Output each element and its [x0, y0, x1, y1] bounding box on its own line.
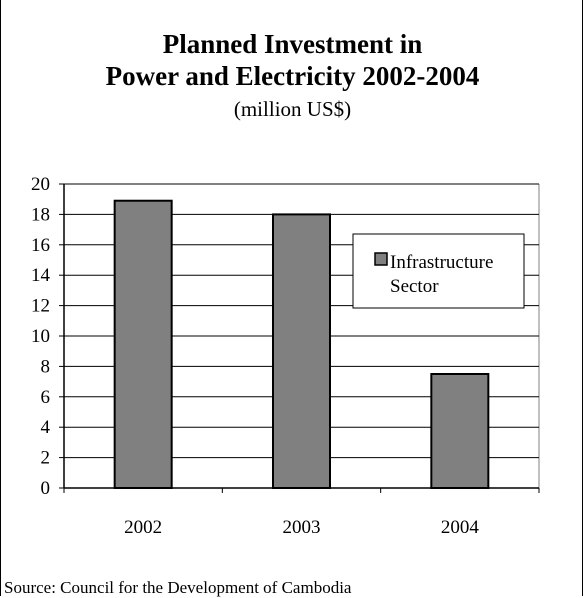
y-tick-label: 18: [31, 204, 50, 225]
y-tick-label: 12: [31, 296, 50, 317]
y-tick-label: 2: [41, 448, 51, 469]
legend-label: Infrastructure: [390, 252, 493, 273]
chart-title: Planned Investment in Power and Electric…: [0, 28, 585, 92]
legend-label: Sector: [390, 276, 439, 297]
y-tick-label: 10: [31, 326, 50, 347]
bar-2002: [113, 199, 173, 489]
chart-title-line-2: Power and Electricity 2002-2004: [105, 61, 480, 91]
source-note: Source: Council for the Development of C…: [4, 578, 352, 597]
y-tick-label: 6: [41, 387, 51, 408]
y-tick-label: 20: [31, 174, 50, 195]
legend-box: [352, 233, 525, 309]
y-tick-label: 4: [41, 417, 51, 438]
y-tick-label: 0: [41, 478, 51, 499]
y-tick-label: 14: [31, 265, 51, 286]
chart-subtitle: (million US$): [233, 97, 352, 121]
y-tick-label: 16: [31, 235, 50, 256]
bar-2003: [272, 213, 331, 489]
legend-swatch: [374, 252, 388, 266]
bar-2004: [430, 373, 490, 489]
x-category-label: 2002: [124, 517, 162, 538]
y-tick-label: 8: [41, 356, 51, 377]
x-category-label: 2004: [441, 517, 480, 538]
x-category-label: 2003: [283, 517, 321, 538]
chart-title-line-1: Planned Investment in: [162, 29, 423, 59]
